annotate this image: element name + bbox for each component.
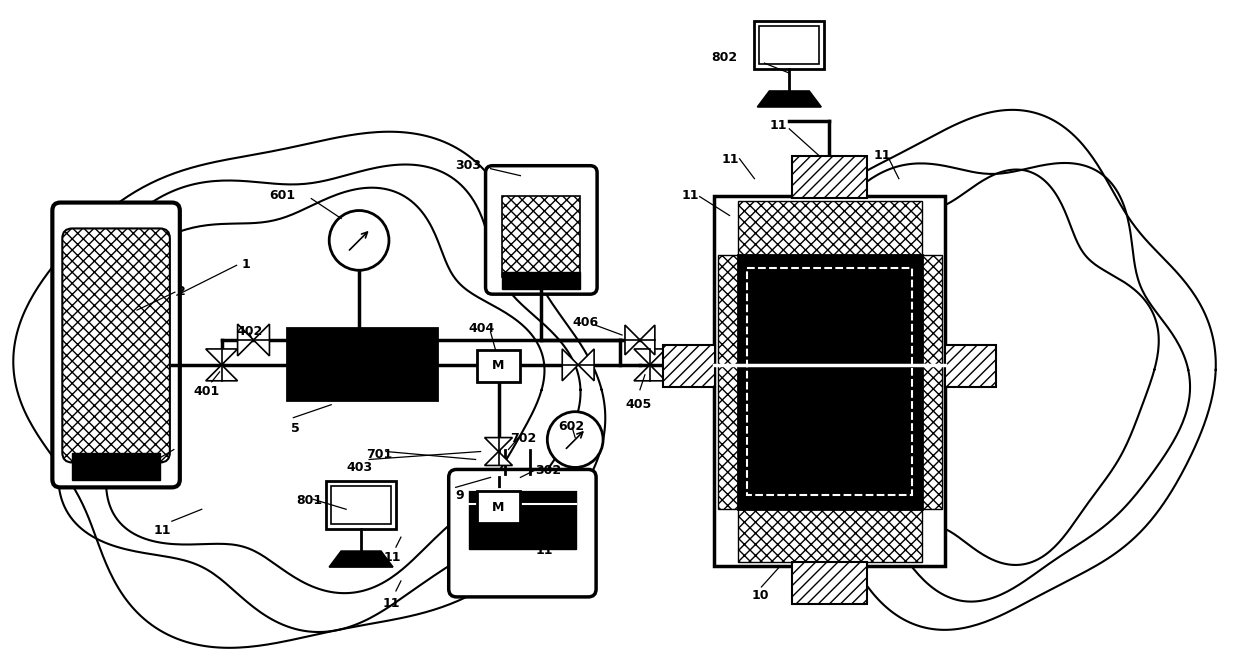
- Polygon shape: [634, 365, 665, 381]
- Bar: [503, 195, 580, 277]
- Polygon shape: [624, 325, 639, 355]
- Text: M: M: [492, 501, 504, 514]
- Text: 601: 601: [269, 189, 296, 201]
- Text: 9: 9: [456, 489, 465, 503]
- Text: 403: 403: [346, 462, 372, 474]
- Bar: [737, 507, 922, 562]
- Bar: [944, 345, 996, 386]
- Text: 802: 802: [711, 51, 737, 64]
- Polygon shape: [238, 324, 254, 356]
- Polygon shape: [330, 551, 393, 567]
- Text: 702: 702: [510, 431, 536, 445]
- Text: 11: 11: [383, 597, 400, 610]
- Bar: [755, 21, 824, 69]
- Text: 602: 602: [559, 419, 585, 433]
- Text: 401: 401: [193, 384, 221, 398]
- Bar: [737, 201, 922, 256]
- Bar: [663, 345, 715, 386]
- Text: 11: 11: [769, 119, 787, 132]
- Circle shape: [548, 412, 603, 468]
- Text: 11: 11: [384, 551, 401, 564]
- Text: 302: 302: [535, 464, 561, 478]
- Polygon shape: [206, 365, 238, 381]
- Text: 405: 405: [624, 398, 652, 411]
- Bar: [331, 486, 392, 524]
- Polygon shape: [484, 437, 513, 452]
- Text: M: M: [492, 360, 504, 372]
- Polygon shape: [634, 349, 665, 365]
- Bar: [760, 26, 819, 64]
- Circle shape: [330, 211, 389, 270]
- Text: 801: 801: [296, 495, 322, 507]
- Text: 11: 11: [873, 149, 891, 162]
- Bar: [737, 256, 922, 509]
- Text: 303: 303: [456, 159, 482, 172]
- Text: 11: 11: [681, 189, 699, 201]
- Bar: [792, 562, 867, 604]
- Bar: [717, 256, 762, 509]
- FancyBboxPatch shape: [52, 203, 180, 487]
- Polygon shape: [206, 349, 238, 365]
- Bar: [72, 452, 160, 480]
- Polygon shape: [484, 452, 513, 466]
- Polygon shape: [579, 349, 595, 381]
- Bar: [897, 256, 942, 509]
- Text: 402: 402: [237, 325, 263, 338]
- Polygon shape: [639, 325, 655, 355]
- Bar: [714, 195, 944, 566]
- Text: 404: 404: [468, 322, 494, 335]
- Bar: [287, 328, 437, 400]
- Text: 1: 1: [242, 258, 250, 271]
- Text: 11: 11: [71, 468, 88, 480]
- Text: 11: 11: [154, 524, 171, 537]
- FancyBboxPatch shape: [449, 470, 596, 597]
- Polygon shape: [254, 324, 269, 356]
- Bar: [468, 489, 576, 549]
- FancyBboxPatch shape: [62, 228, 170, 462]
- Bar: [326, 481, 396, 529]
- Bar: [477, 350, 520, 382]
- Text: 406: 406: [572, 316, 598, 329]
- Bar: [477, 491, 520, 523]
- Text: 11: 11: [721, 153, 740, 166]
- Text: 5: 5: [291, 421, 300, 435]
- Bar: [792, 156, 867, 197]
- Text: 10: 10: [751, 589, 769, 602]
- Text: 701: 701: [366, 448, 393, 460]
- Text: 11: 11: [535, 544, 553, 557]
- Text: 2: 2: [177, 285, 186, 298]
- FancyBboxPatch shape: [486, 166, 597, 294]
- Polygon shape: [757, 91, 821, 107]
- Text: 301: 301: [110, 470, 136, 482]
- Bar: [747, 268, 912, 495]
- Bar: [503, 272, 580, 289]
- Polygon shape: [563, 349, 579, 381]
